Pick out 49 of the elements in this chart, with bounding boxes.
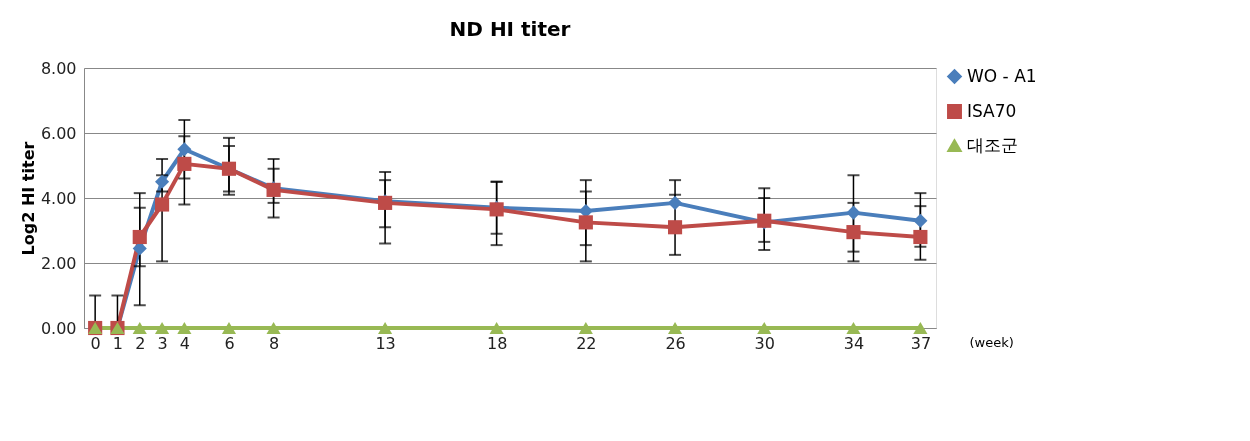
y-tick-label: 6.00 — [40, 123, 77, 143]
point — [667, 195, 683, 210]
x-tick-label: 26 — [665, 333, 686, 353]
y-axis-title: Log2 HI titer — [18, 141, 38, 256]
x-tick-label: 18 — [486, 333, 508, 353]
x-tick-label: 4 — [179, 333, 190, 353]
x-tick-label: 22 — [576, 333, 597, 353]
point — [757, 321, 772, 335]
x-axis-title: (week) — [969, 334, 1014, 350]
x-tick-label: 34 — [843, 333, 865, 353]
point — [132, 229, 147, 245]
x-tick-label: 3 — [157, 333, 168, 353]
point — [378, 321, 393, 335]
point — [489, 321, 504, 335]
x-tick-label: 6 — [224, 333, 235, 353]
y-tick-label: 4.00 — [40, 188, 77, 208]
x-tick-label: 1 — [112, 333, 124, 353]
point — [266, 321, 281, 335]
point — [154, 321, 170, 335]
legend-label: WO - A1 — [967, 65, 1037, 86]
x-tick-label: 30 — [754, 333, 775, 353]
point — [177, 142, 192, 157]
x-tick-label: 2 — [135, 333, 146, 353]
point — [177, 321, 192, 335]
point — [846, 225, 861, 240]
y-tick-label: 0.00 — [40, 318, 77, 338]
point — [913, 229, 928, 245]
x-tick-label: 13 — [375, 333, 396, 353]
point — [578, 215, 593, 230]
point — [154, 174, 170, 189]
legend-label: ISA70 — [967, 100, 1017, 121]
point — [913, 213, 928, 228]
x-tick-label: 8 — [268, 333, 280, 353]
point — [578, 321, 593, 335]
point — [221, 321, 237, 335]
chart-title: ND HI titer — [449, 17, 571, 41]
point — [177, 156, 192, 171]
y-tick-label: 2.00 — [40, 253, 77, 273]
x-tick-label: 0 — [90, 333, 101, 353]
point — [846, 205, 861, 220]
point — [846, 321, 861, 335]
x-tick-label: 37 — [910, 333, 932, 353]
legend-label: 대조군 — [967, 134, 1018, 155]
point — [667, 321, 683, 335]
point — [667, 220, 683, 235]
point — [154, 197, 170, 212]
point — [132, 321, 147, 335]
point — [913, 321, 928, 335]
y-tick-label: 8.00 — [40, 58, 77, 78]
